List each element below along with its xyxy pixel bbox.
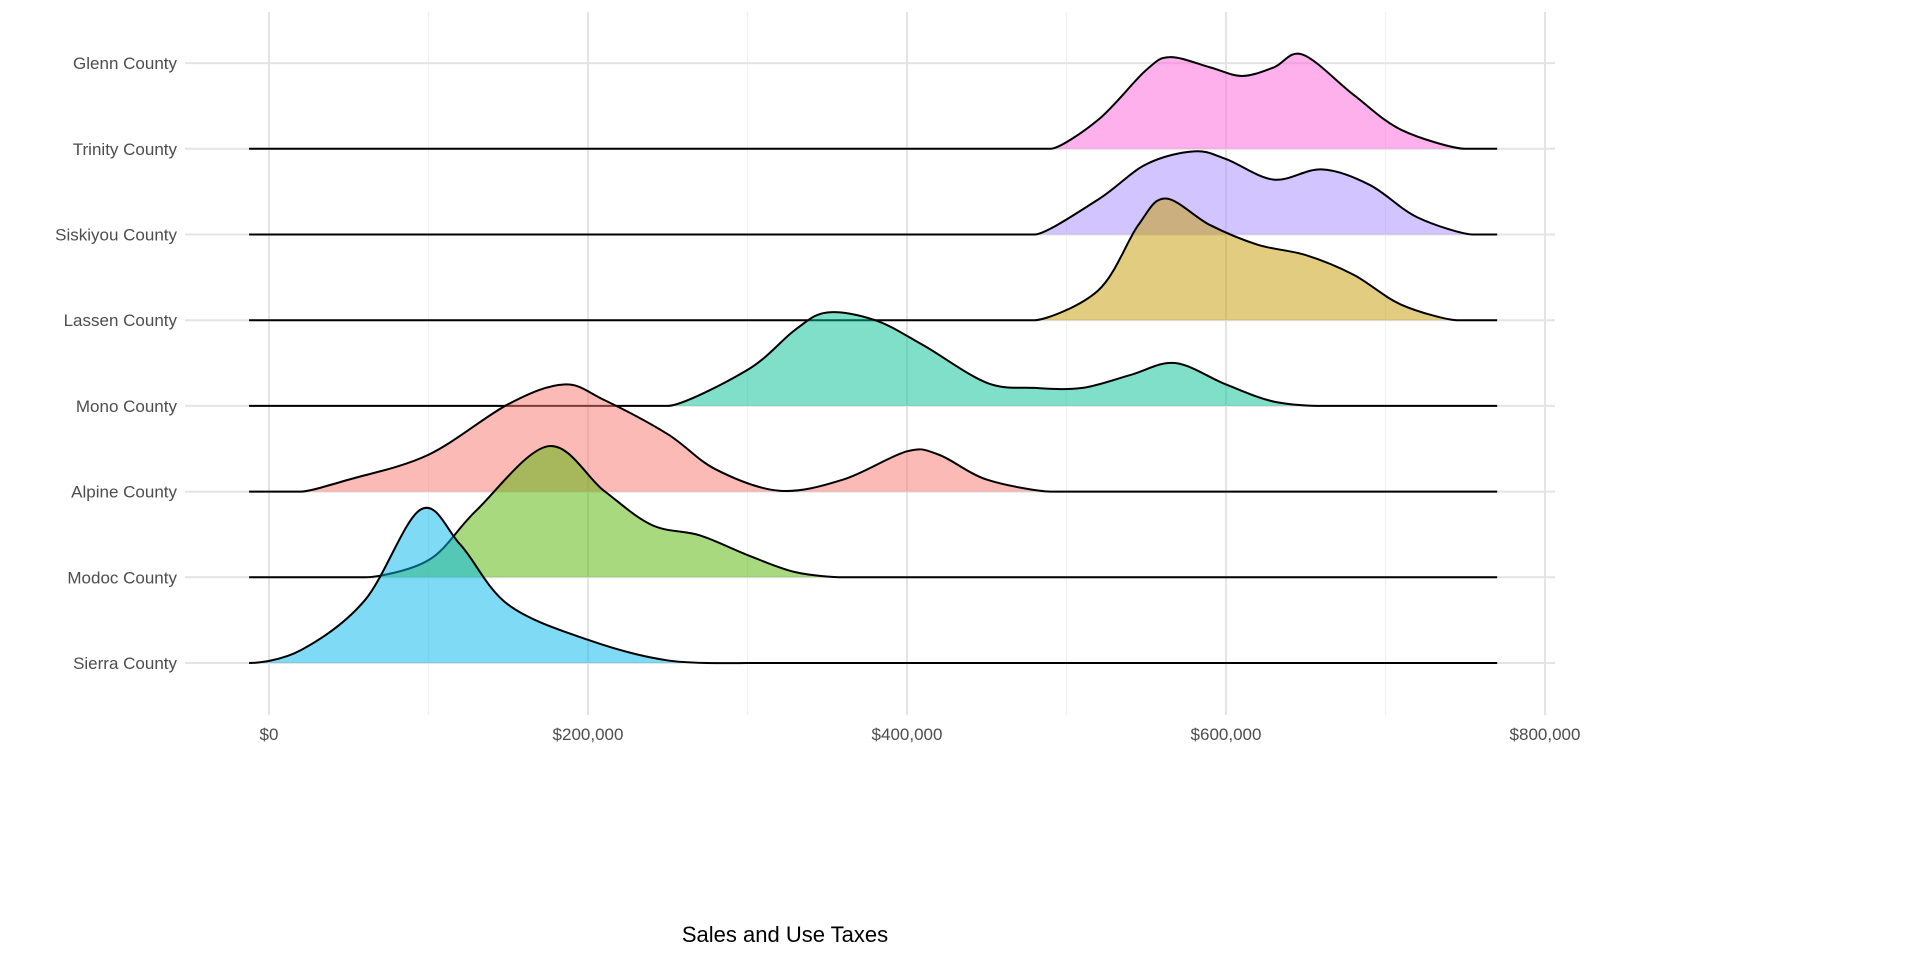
ridge-sierra-county — [249, 506, 1498, 665]
ridge-fill — [1050, 53, 1466, 149]
y-tick-label: Lassen County — [64, 311, 178, 330]
ridge-mono-county — [249, 311, 1498, 407]
x-tick-label: $800,000 — [1510, 725, 1581, 744]
x-tick-label: $600,000 — [1191, 725, 1262, 744]
ridge-outline — [249, 52, 1498, 150]
y-tick-label: Siskiyou County — [55, 226, 177, 245]
ridge-lassen-county — [249, 197, 1498, 322]
x-axis-labels: $0 $200,000 $400,000 $600,000 $800,000 — [260, 725, 1581, 744]
y-tick-label: Alpine County — [71, 483, 177, 502]
y-tick-label: Mono County — [76, 397, 178, 416]
ridge-fill — [249, 507, 748, 664]
y-tick-label: Sierra County — [73, 654, 177, 673]
ridge-outline — [249, 197, 1498, 322]
ridge-outline — [249, 311, 1498, 407]
ridge-fill — [364, 445, 844, 578]
ridge-siskiyou-county — [249, 150, 1498, 236]
ridge-outline — [249, 506, 1498, 665]
y-axis-labels: Sierra County Modoc County Alpine County Mo… — [55, 54, 177, 673]
ridge-fill — [1034, 151, 1474, 235]
ridges — [249, 52, 1498, 665]
y-tick-label: Trinity County — [73, 140, 178, 159]
y-tick-label: Glenn County — [73, 54, 177, 73]
ridge-outline — [249, 150, 1498, 236]
x-tick-label: $200,000 — [553, 725, 624, 744]
ridge-fill — [1034, 198, 1458, 321]
ridge-fill — [300, 384, 1051, 492]
ridge-trinity-county — [249, 52, 1498, 150]
y-tick-label: Modoc County — [67, 568, 177, 587]
x-tick-label: $0 — [260, 725, 279, 744]
ridge-alpine-county — [249, 383, 1498, 493]
x-tick-label: $400,000 — [872, 725, 943, 744]
x-axis-title: Sales and Use Taxes — [682, 922, 888, 947]
ridge-fill — [667, 312, 1322, 406]
ridge-outline — [249, 383, 1498, 493]
